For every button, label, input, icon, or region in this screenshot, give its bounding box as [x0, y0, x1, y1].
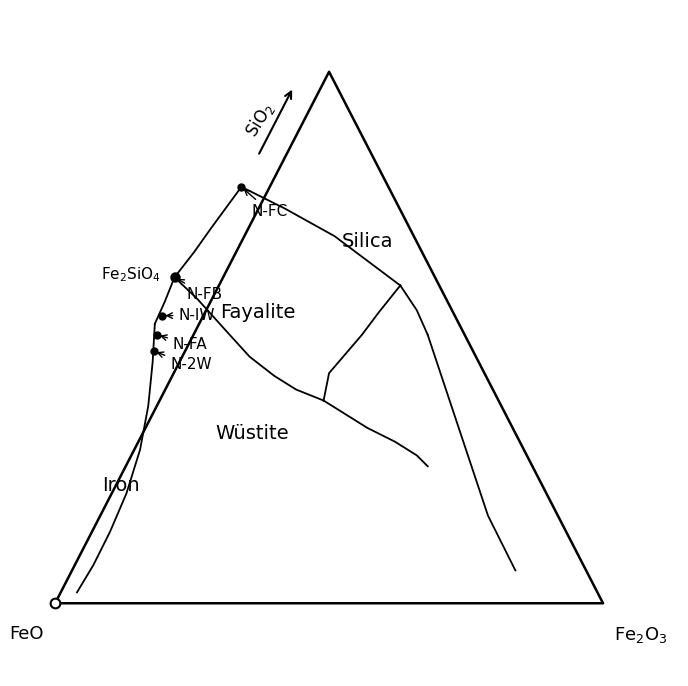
Text: N-FC: N-FC — [245, 190, 288, 219]
Text: N-IW: N-IW — [166, 308, 215, 323]
Text: Silica: Silica — [342, 232, 393, 251]
Text: N-FB: N-FB — [178, 279, 223, 303]
Text: Wüstite: Wüstite — [215, 424, 289, 443]
Text: Fe$_2$SiO$_4$: Fe$_2$SiO$_4$ — [101, 265, 161, 284]
Text: Fayalite: Fayalite — [220, 303, 296, 322]
Text: N-2W: N-2W — [158, 352, 212, 372]
Text: N-FA: N-FA — [161, 335, 208, 352]
Text: FeO: FeO — [10, 625, 44, 643]
Text: Iron: Iron — [102, 476, 140, 495]
Text: Fe$_2$O$_3$: Fe$_2$O$_3$ — [614, 625, 667, 646]
Text: SiO$_2$: SiO$_2$ — [241, 99, 279, 141]
